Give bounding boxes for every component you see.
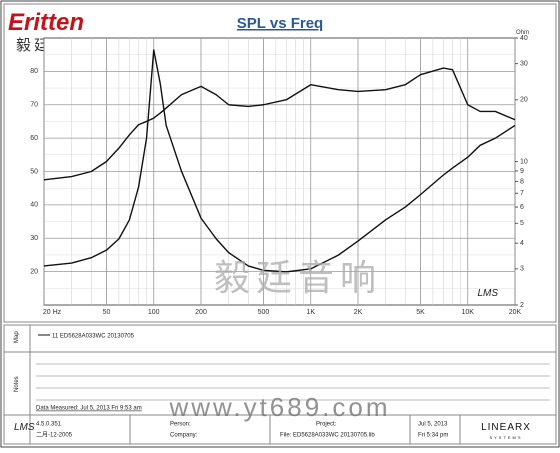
map-entry: 11 ED5628A033WC 20130705 <box>52 334 135 340</box>
y2-tick-label: 6 <box>520 204 524 211</box>
note-lines <box>36 363 550 401</box>
y-tick-label: 20 <box>30 268 38 275</box>
y2-tick-label: 7 <box>520 190 524 197</box>
x-tick-label: 1K <box>306 309 315 316</box>
project: Project: <box>316 422 337 428</box>
watermark-url: www.yt689.com <box>168 392 390 422</box>
y-tick-label: 30 <box>30 235 38 242</box>
footer-lms: LMS <box>14 422 35 433</box>
y2-tick-label: 30 <box>520 60 528 67</box>
y-tick-label: 60 <box>30 135 38 142</box>
x-tick-label: 500 <box>258 309 270 316</box>
x-tick-label: 5K <box>416 309 425 316</box>
y2-tick-label: 3 <box>520 266 524 273</box>
lms-mark: LMS <box>477 288 498 299</box>
y-tick-label: 70 <box>30 102 38 109</box>
chart-title: SPL vs Freq <box>237 15 323 32</box>
grid <box>43 38 516 305</box>
print-time: Fri 5:34 pm <box>418 433 448 439</box>
x-tick-label: 200 <box>195 309 207 316</box>
data-line <box>43 49 516 273</box>
build-date: 二月-12-2005 <box>36 432 73 439</box>
y2-axis-label: Ohm <box>516 30 529 36</box>
x-tick-label: 100 <box>148 309 160 316</box>
x-tick-label: 20K <box>509 309 522 316</box>
vendor-sub: SYSTEMS <box>489 435 522 440</box>
logo-brand: Eritten <box>8 9 84 36</box>
y2-tick-label: 5 <box>520 220 524 227</box>
company: Company: <box>170 433 198 439</box>
info-panel <box>3 324 557 445</box>
footer-dividers <box>29 415 461 444</box>
x-tick-label: 50 <box>103 309 111 316</box>
y2-tick-label: 2 <box>520 302 524 309</box>
data-line <box>43 67 516 181</box>
x-tick-label: 10K <box>462 309 475 316</box>
x-tick-label: 2K <box>354 309 363 316</box>
y2-tick-label: 9 <box>520 168 524 175</box>
person: Person: <box>170 422 191 428</box>
map-label: Map <box>14 331 20 343</box>
print-date: Jul 5, 2013 <box>418 422 448 428</box>
measured: Data Measured: Jul 5, 2013 Fri 9:53 am <box>36 406 142 412</box>
vendor: LINEARX <box>481 422 531 433</box>
x-tick-label: 20 Hz <box>43 309 62 316</box>
y-tick-label: 80 <box>30 68 38 75</box>
y2-tick-label: 40 <box>520 35 528 42</box>
watermark-chinese: 毅廷音响 <box>214 257 382 298</box>
file: File: ED5628A033WC 20130705.lib <box>280 433 375 439</box>
y2-tick-label: 20 <box>520 97 528 104</box>
marks <box>43 49 516 273</box>
y2-tick-label: 10 <box>520 158 528 165</box>
y-tick-label: 40 <box>30 202 38 209</box>
version: 4.5.0.351 <box>36 422 62 428</box>
notes-label: Notes <box>14 376 20 392</box>
y2-tick-label: 4 <box>520 240 524 247</box>
y-tick-label: 50 <box>30 168 38 175</box>
y2-tick-label: 8 <box>520 178 524 185</box>
